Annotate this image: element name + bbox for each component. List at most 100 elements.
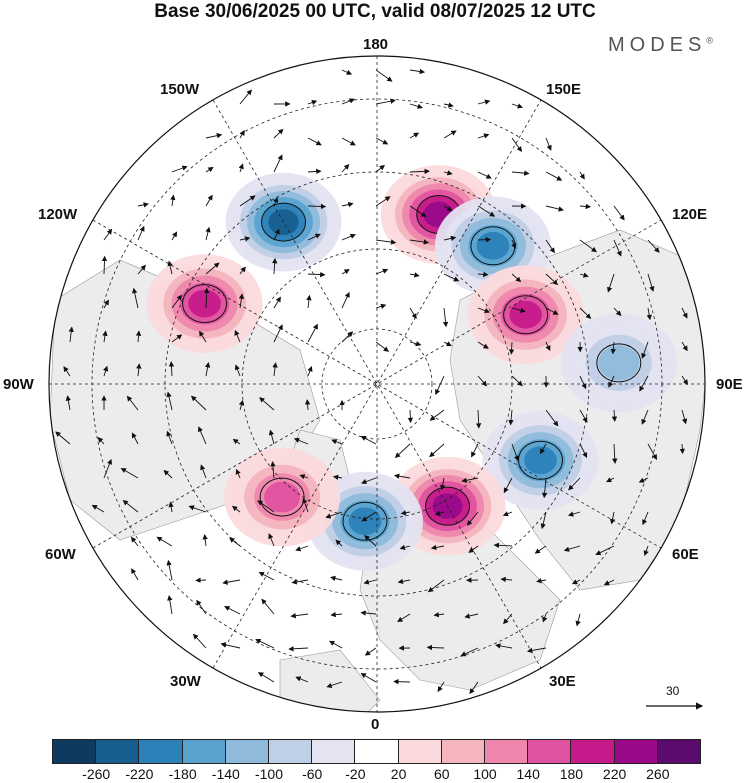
wind-vector xyxy=(545,239,555,254)
wind-vector xyxy=(477,99,491,105)
wind-vector xyxy=(511,239,517,249)
colorbar-swatch xyxy=(224,739,270,764)
wind-vector xyxy=(400,510,411,516)
wind-vector xyxy=(375,239,397,245)
anomaly-center-low-140e xyxy=(434,196,551,296)
wind-vector xyxy=(443,273,460,282)
anomaly-center-high-115e xyxy=(467,265,584,364)
wind-vector xyxy=(137,264,146,275)
wind-vector xyxy=(647,273,655,292)
wind-vector xyxy=(268,533,275,547)
wind-vector xyxy=(511,103,524,109)
wind-vector xyxy=(192,633,207,649)
wind-vector xyxy=(120,467,139,479)
wind-vector xyxy=(503,613,513,625)
wind-vector xyxy=(443,341,452,347)
wind-vector xyxy=(290,613,309,619)
wind-vector xyxy=(103,228,113,241)
anomaly-center-high-115w xyxy=(146,254,263,353)
map-title: Base 30/06/2025 00 UTC, valid 08/07/2025… xyxy=(154,1,596,22)
wind-vector xyxy=(641,341,649,359)
wind-vector xyxy=(238,399,245,411)
wind-vector xyxy=(229,537,241,547)
wind-vector xyxy=(204,362,211,377)
wind-vector xyxy=(579,203,592,210)
colorbar-swatch xyxy=(95,739,140,764)
graticule xyxy=(49,56,705,712)
wind-vector xyxy=(437,681,445,692)
wind-vector xyxy=(203,287,210,309)
wind-vector xyxy=(335,539,343,547)
wind-vector xyxy=(540,511,547,530)
wind-vector xyxy=(526,647,547,654)
wind-vector xyxy=(288,646,309,652)
wind-vector xyxy=(502,511,513,517)
wind-vector xyxy=(393,473,411,479)
wind-vector xyxy=(579,307,592,319)
lon-label-60w: 60W xyxy=(45,546,76,563)
wind-vector xyxy=(273,324,283,343)
wind-vector xyxy=(341,291,350,309)
colorbar-swatch xyxy=(52,739,97,764)
wind-vector xyxy=(477,307,491,314)
wind-vector xyxy=(68,326,74,343)
colorbar-swatch xyxy=(484,739,529,764)
lon-label-150e: 150E xyxy=(546,81,582,98)
wind-vectors xyxy=(55,68,689,695)
wind-vector xyxy=(375,164,385,173)
wind-vector xyxy=(375,137,389,145)
wind-vector xyxy=(443,102,454,108)
colorbar-swatch xyxy=(570,739,615,764)
anomaly-center-high-40w xyxy=(224,447,341,547)
wind-vector xyxy=(409,272,420,278)
wind-vector xyxy=(612,443,618,464)
wind-vector xyxy=(232,438,241,445)
lon-label-90w: 90W xyxy=(3,376,34,393)
colorbar-tick-label: -260 xyxy=(82,766,111,782)
lon-label-0: 0 xyxy=(371,716,380,733)
wind-vector xyxy=(609,511,616,525)
lon-label-30w: 30W xyxy=(170,673,201,690)
wind-vector xyxy=(539,443,547,455)
wind-vector xyxy=(307,203,327,210)
wind-vector xyxy=(171,231,178,241)
wind-vector xyxy=(295,676,309,683)
wind-vector xyxy=(307,271,326,278)
wind-vector xyxy=(257,672,275,683)
wind-vector xyxy=(199,330,207,343)
wind-vector xyxy=(205,166,214,173)
wind-vector xyxy=(606,477,615,483)
wind-vector xyxy=(466,511,479,526)
wind-vector xyxy=(563,545,581,552)
wind-vector xyxy=(579,272,589,278)
wind-vector xyxy=(647,443,658,460)
wind-vector xyxy=(409,103,423,109)
wind-vector xyxy=(613,205,625,221)
wind-vector xyxy=(495,643,513,649)
wind-vector xyxy=(360,435,377,445)
wind-vector xyxy=(239,129,245,139)
wind-vector xyxy=(375,196,391,207)
wind-vector xyxy=(646,307,652,321)
wind-vector xyxy=(341,69,353,75)
wind-vector xyxy=(364,535,377,547)
lon-label-60e: 60E xyxy=(672,546,699,563)
wind-vector xyxy=(409,307,417,320)
wind-vector xyxy=(364,647,377,656)
wind-vector xyxy=(325,511,343,519)
wind-vector xyxy=(273,228,280,241)
lon-label-120w: 120W xyxy=(38,206,78,223)
wind-vector xyxy=(409,132,420,139)
colorbar-swatch xyxy=(268,739,313,764)
wind-vector xyxy=(361,477,377,485)
wind-vector xyxy=(168,501,174,513)
wind-vector xyxy=(443,235,457,242)
wind-vector xyxy=(440,477,446,491)
wind-vector xyxy=(360,610,377,616)
wind-vector xyxy=(511,375,523,387)
wind-vector xyxy=(397,578,411,585)
wind-vector xyxy=(341,201,354,208)
wind-vector xyxy=(168,361,175,377)
wind-vector xyxy=(611,409,618,422)
wind-vector xyxy=(579,375,587,390)
